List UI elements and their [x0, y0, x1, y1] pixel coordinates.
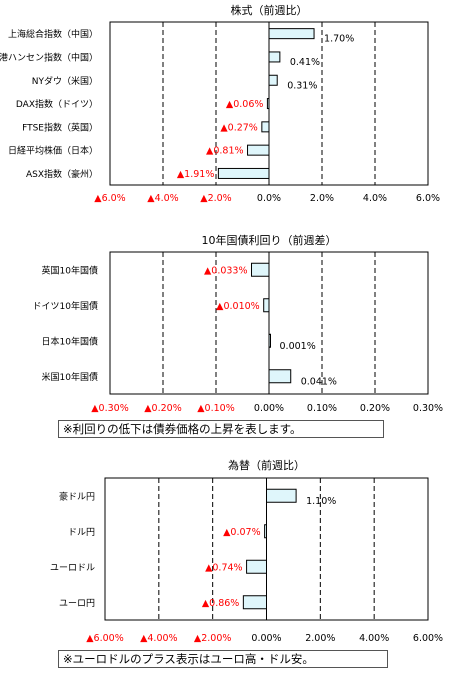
equity-tick-label: 0.0% — [257, 193, 281, 204]
fx-value-label: ▲0.86% — [202, 598, 240, 609]
bond-tick-label: ▲0.30% — [91, 403, 129, 414]
fx-tick-label: 2.00% — [305, 633, 335, 644]
fx-tick-label: 4.00% — [359, 633, 389, 644]
equity-tick-label: ▲4.0% — [147, 193, 178, 204]
bond-category-label: 米国10年国債 — [42, 371, 98, 383]
bond-tick-label: ▲0.10% — [197, 403, 235, 414]
equity-category-label: 日経平均株価（日本） — [8, 145, 98, 157]
bond-tick-label: 0.30% — [413, 403, 443, 414]
fx-tick-label: ▲4.00% — [140, 633, 178, 644]
equity-bar — [217, 167, 270, 179]
fx-tick-label: 6.00% — [413, 633, 443, 644]
equity-tick-label: 6.0% — [416, 193, 440, 204]
equity-tick-label: 4.0% — [363, 193, 387, 204]
fx-tick-label: ▲6.00% — [86, 633, 124, 644]
bond-bar — [263, 298, 270, 313]
fx-chart-title: 為替（前週比） — [228, 458, 305, 472]
fx-tick-label: ▲2.00% — [194, 633, 232, 644]
fx-value-label: ▲0.74% — [205, 562, 243, 573]
bond-value-label: 0.041% — [301, 376, 337, 387]
bond-tick-label: 0.20% — [360, 403, 390, 414]
fx-category-label: ユーロ円 — [59, 598, 95, 609]
equity-value-label: ▲0.06% — [226, 99, 264, 110]
equity-category-label: NYダウ（米国） — [32, 75, 98, 87]
bond-value-label: 0.001% — [280, 341, 316, 352]
bond-category-label: ドイツ10年国債 — [33, 300, 98, 312]
equity-category-label: ASX指数（豪州） — [26, 168, 98, 180]
bond-value-label: ▲0.010% — [216, 301, 260, 312]
fx-bar — [242, 595, 268, 610]
fx-category-label: ユーロドル — [50, 563, 95, 573]
fx-category-label: 豪ドル円 — [59, 490, 95, 502]
fx-bar — [266, 488, 297, 503]
bond-value-label: ▲0.033% — [204, 265, 248, 276]
equity-bar — [266, 98, 270, 110]
bond-note: ※利回りの低下は債券価格の上昇を表します。 — [58, 420, 384, 438]
bond-bar — [268, 369, 292, 384]
equity-value-label: 1.70% — [324, 34, 354, 45]
fx-value-label: 1.10% — [306, 496, 336, 507]
equity-tick-label: ▲2.0% — [200, 193, 231, 204]
equity-value-label: ▲1.91% — [177, 169, 215, 180]
equity-bar — [268, 28, 315, 40]
equity-bar — [247, 144, 270, 156]
bond-bar — [268, 333, 271, 348]
equity-value-label: ▲0.81% — [206, 146, 244, 157]
equity-value-label: ▲0.27% — [220, 122, 258, 133]
equity-value-label: 0.41% — [290, 57, 320, 68]
equity-bar — [261, 121, 270, 133]
equity-tick-label: 2.0% — [310, 193, 334, 204]
equity-bar — [268, 51, 281, 63]
fx-tick-label: 0.00% — [251, 633, 281, 644]
bond-category-label: 英国10年国債 — [42, 264, 98, 276]
fx-bar — [246, 559, 267, 574]
fx-category-label: ドル円 — [68, 527, 95, 538]
fx-note: ※ユーロドルのプラス表示はユーロ高・ドル安。 — [58, 650, 388, 668]
equity-tick-label: ▲6.0% — [94, 193, 125, 204]
equity-category-label: 上海総合指数（中国） — [8, 28, 98, 40]
bond-tick-label: ▲0.20% — [144, 403, 182, 414]
bond-tick-label: 0.10% — [307, 403, 337, 414]
equity-chart-title: 株式（前週比） — [231, 3, 308, 17]
fx-value-label: ▲0.07% — [223, 527, 261, 538]
bond-category-label: 日本10年国債 — [42, 335, 98, 347]
bond-bar — [251, 262, 270, 277]
bond-chart-title: 10年国債利回り（前週差） — [202, 233, 337, 247]
equity-category-label: 香港ハンセン指数（中国） — [0, 51, 98, 63]
fx-bar — [264, 524, 268, 539]
equity-value-label: 0.31% — [287, 80, 317, 91]
equity-bar — [268, 74, 278, 86]
bond-tick-label: 0.00% — [254, 403, 284, 414]
equity-category-label: DAX指数（ドイツ） — [16, 98, 98, 110]
equity-category-label: FTSE指数（英国） — [22, 121, 98, 133]
